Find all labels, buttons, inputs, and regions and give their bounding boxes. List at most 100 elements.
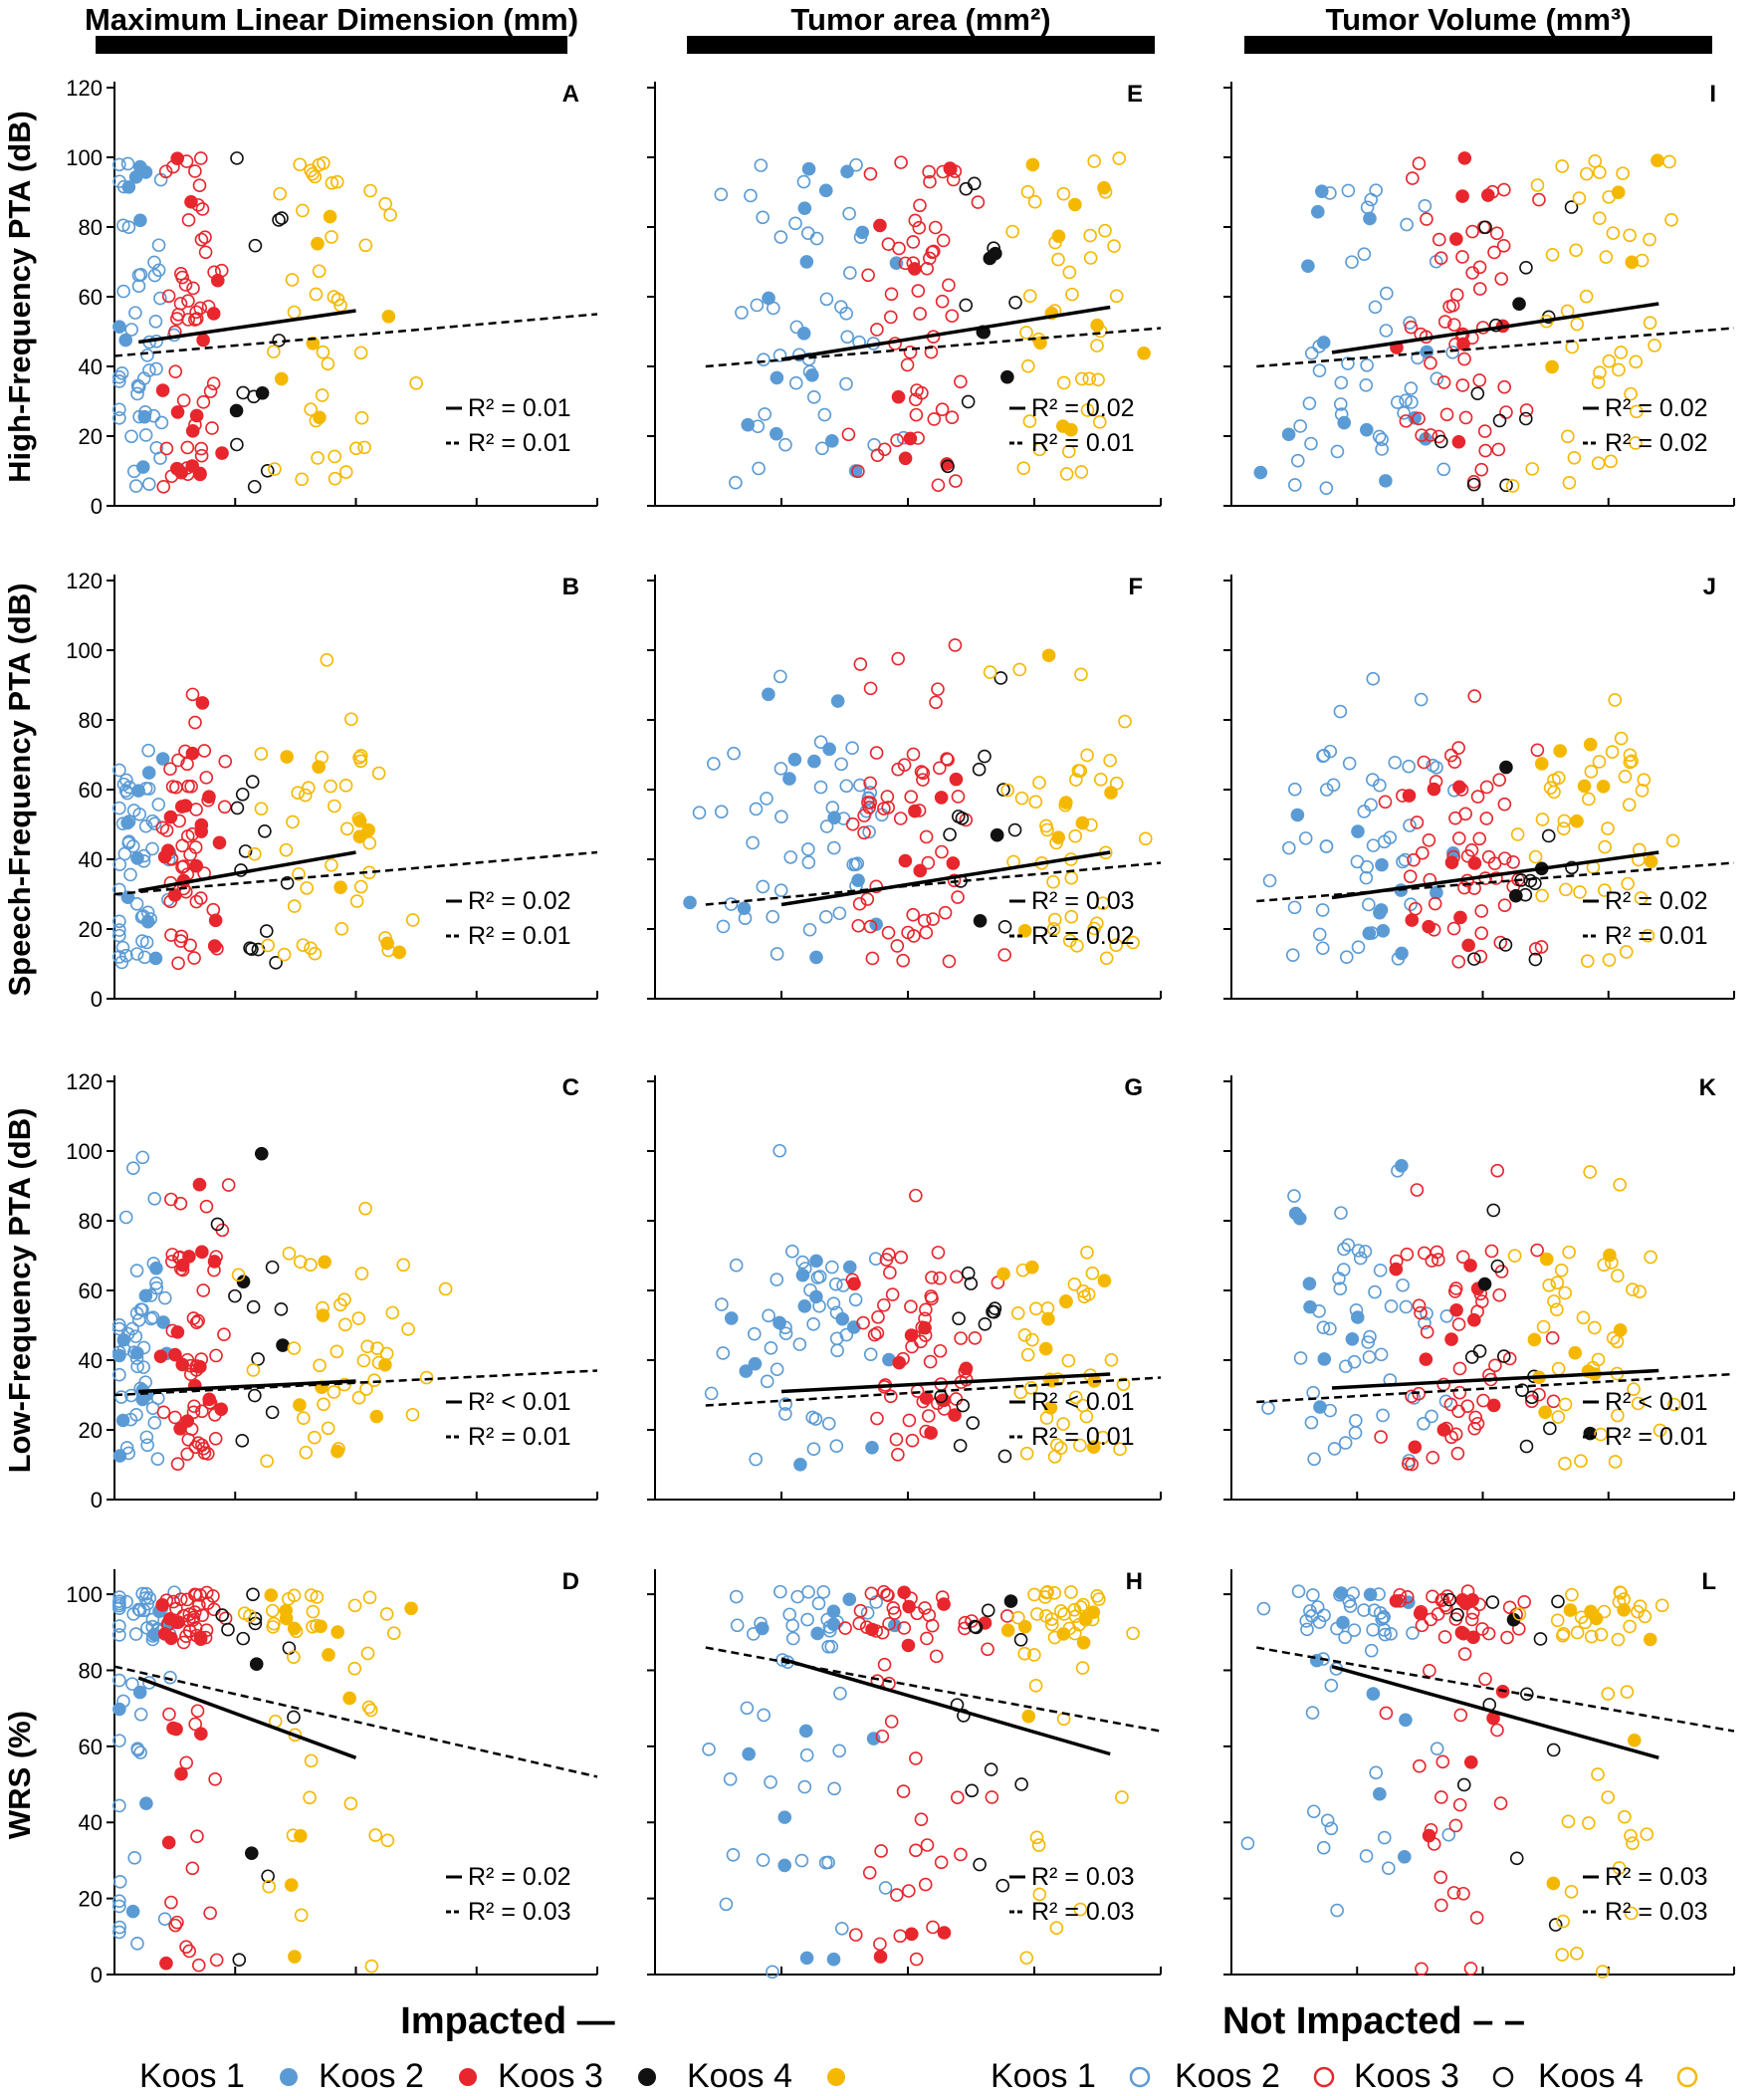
not-impacted-point <box>1490 1163 1505 1178</box>
not-impacted-point <box>363 1703 378 1718</box>
not-impacted-point <box>1056 1417 1070 1431</box>
not-impacted-point <box>913 198 927 213</box>
not-impacted-point <box>1342 756 1357 771</box>
impacted-point <box>934 791 949 805</box>
not-impacted-point <box>1256 1601 1271 1616</box>
impacted-point <box>724 1311 739 1325</box>
not-impacted-point <box>1032 442 1047 457</box>
impacted-point <box>847 1277 861 1291</box>
not-impacted-point <box>843 266 857 280</box>
impacted-point <box>1613 1323 1628 1337</box>
not-impacted-point <box>1643 316 1657 330</box>
y-tick-label: 120 <box>66 76 103 101</box>
not-impacted-point <box>1558 1457 1572 1471</box>
not-impacted-point <box>1451 1404 1465 1419</box>
not-impacted-point <box>1448 1818 1463 1833</box>
not-impacted-point <box>758 407 772 421</box>
not-impacted-point <box>782 1607 796 1622</box>
not-impacted-point <box>1528 942 1543 956</box>
not-impacted-point <box>1075 371 1089 386</box>
not-impacted-point <box>248 846 262 861</box>
not-impacted-point <box>193 151 208 165</box>
not-impacted-point <box>749 802 764 816</box>
not-impacted-point <box>1399 1299 1414 1314</box>
not-impacted-point <box>360 1646 375 1661</box>
not-impacted-point <box>1451 831 1466 845</box>
not-impacted-point <box>311 451 325 465</box>
not-impacted-point <box>1061 444 1076 459</box>
not-impacted-point <box>1011 1610 1025 1625</box>
not-impacted-point <box>1287 1189 1301 1203</box>
not-impacted-point <box>300 881 314 895</box>
impacted-point <box>822 742 836 757</box>
not-impacted-point <box>248 238 263 253</box>
not-impacted-point <box>834 1922 849 1936</box>
not-impacted-point <box>1601 1790 1616 1804</box>
not-impacted-legend-marker <box>1129 2066 1151 2088</box>
not-impacted-point <box>882 1247 896 1262</box>
not-impacted-point <box>964 1277 979 1290</box>
not-impacted-point <box>112 411 126 425</box>
not-impacted-point <box>261 1869 275 1884</box>
not-impacted-point <box>1455 250 1469 264</box>
impacted-point <box>1457 151 1472 165</box>
not-impacted-point <box>1316 1840 1331 1855</box>
not-impacted-point <box>1448 1281 1463 1295</box>
not-impacted-point <box>981 1603 995 1618</box>
not-impacted-point <box>1467 952 1481 966</box>
not-impacted-point <box>1548 1918 1563 1932</box>
impacted-point <box>1076 1635 1091 1650</box>
not-impacted-point <box>920 1631 934 1646</box>
not-impacted-point <box>1406 1626 1420 1640</box>
impacted-point <box>1337 415 1352 430</box>
not-impacted-point <box>935 402 950 417</box>
not-impacted-point <box>938 905 953 920</box>
not-impacted-point <box>187 951 201 965</box>
not-impacted-point <box>163 762 177 777</box>
not-impacted-point <box>1071 764 1086 778</box>
not-impacted-point <box>933 1271 947 1285</box>
not-impacted-point <box>1349 1413 1363 1428</box>
not-impacted-point <box>1436 375 1451 389</box>
not-impacted-point <box>931 478 946 493</box>
not-impacted-point <box>764 1775 777 1789</box>
not-impacted-point <box>1606 1331 1621 1345</box>
not-impacted-point <box>189 1315 204 1329</box>
panel-letter: B <box>562 574 579 600</box>
not-impacted-point <box>1426 1451 1440 1465</box>
not-impacted-point <box>877 1584 891 1599</box>
not-impacted-point <box>956 1398 971 1413</box>
not-impacted-point <box>1420 1306 1433 1320</box>
not-impacted-point <box>337 1317 352 1332</box>
not-impacted-point <box>1044 1612 1059 1626</box>
impacted-point <box>1051 229 1066 244</box>
not-impacted-point <box>116 1694 130 1709</box>
not-impacted-point <box>136 371 151 385</box>
not-impacted-point <box>785 1618 799 1633</box>
not-impacted-point <box>873 1937 887 1952</box>
not-impacted-point <box>188 715 202 730</box>
not-impacted-point <box>1013 1632 1028 1647</box>
not-impacted-point <box>135 1150 150 1165</box>
not-impacted-point <box>210 1217 225 1232</box>
not-impacted-point <box>1546 1394 1561 1409</box>
not-impacted-point <box>198 230 212 245</box>
not-impacted-point <box>1633 1284 1647 1299</box>
not-impacted-point <box>1472 282 1487 296</box>
not-impacted-point <box>957 1709 971 1723</box>
not-impacted-point <box>116 179 131 194</box>
impacted-point <box>1644 854 1658 869</box>
not-impacted-point <box>286 1828 301 1842</box>
not-impacted-point <box>1022 289 1037 304</box>
not-impacted-point <box>1411 350 1425 365</box>
not-impacted-point <box>1556 821 1571 836</box>
not-impacted-point <box>1357 1603 1371 1617</box>
impacted-point <box>322 1648 335 1662</box>
not-impacted-point <box>1025 1332 1039 1347</box>
impacted-point <box>797 1299 812 1313</box>
not-impacted-point <box>1624 1828 1638 1843</box>
not-impacted-point <box>762 1308 775 1323</box>
not-impacted-point <box>194 1352 209 1366</box>
not-impacted-point <box>1618 769 1633 784</box>
